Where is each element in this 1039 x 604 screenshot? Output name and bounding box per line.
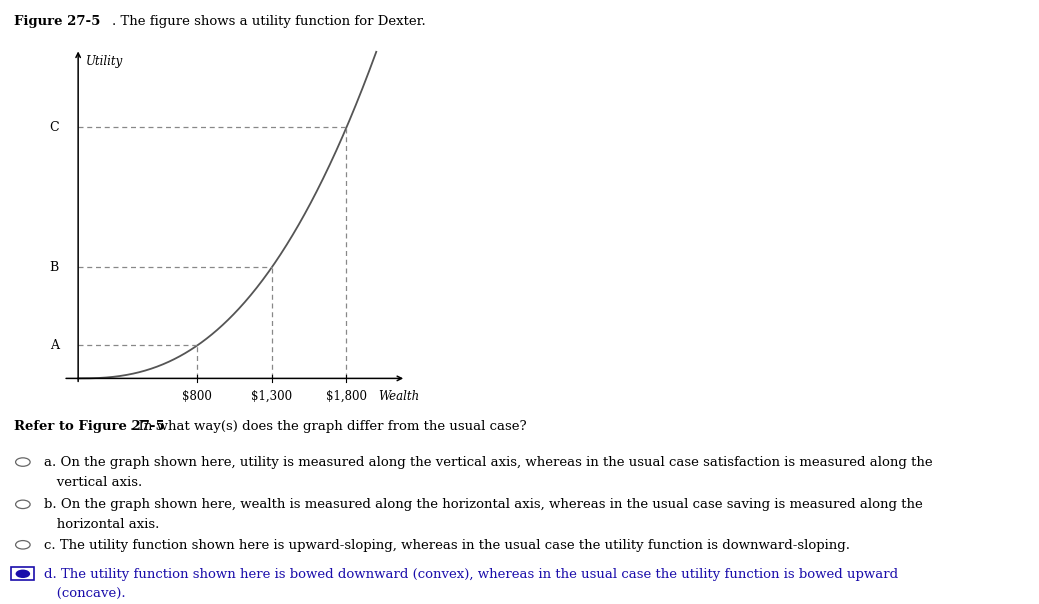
Text: horizontal axis.: horizontal axis. <box>44 518 159 532</box>
Text: b. On the graph shown here, wealth is measured along the horizontal axis, wherea: b. On the graph shown here, wealth is me… <box>44 498 923 512</box>
Text: B: B <box>50 261 59 274</box>
Text: vertical axis.: vertical axis. <box>44 476 142 489</box>
Text: $1,800: $1,800 <box>326 390 367 403</box>
Text: . The figure shows a utility function for Dexter.: . The figure shows a utility function fo… <box>112 15 426 28</box>
Text: A: A <box>50 339 59 352</box>
Text: C: C <box>50 121 59 134</box>
Text: $1,300: $1,300 <box>251 390 293 403</box>
Text: a. On the graph shown here, utility is measured along the vertical axis, whereas: a. On the graph shown here, utility is m… <box>44 456 932 469</box>
Text: Refer to Figure 27-5: Refer to Figure 27-5 <box>14 420 164 433</box>
Text: Figure 27-5: Figure 27-5 <box>14 15 100 28</box>
Text: Utility: Utility <box>85 55 123 68</box>
Text: $800: $800 <box>183 390 212 403</box>
Text: . In what way(s) does the graph differ from the usual case?: . In what way(s) does the graph differ f… <box>130 420 527 433</box>
Text: Wealth: Wealth <box>378 390 420 403</box>
Text: c. The utility function shown here is upward-sloping, whereas in the usual case : c. The utility function shown here is up… <box>44 539 850 552</box>
Text: d. The utility function shown here is bowed downward (convex), whereas in the us: d. The utility function shown here is bo… <box>44 568 898 581</box>
Text: (concave).: (concave). <box>44 588 126 601</box>
